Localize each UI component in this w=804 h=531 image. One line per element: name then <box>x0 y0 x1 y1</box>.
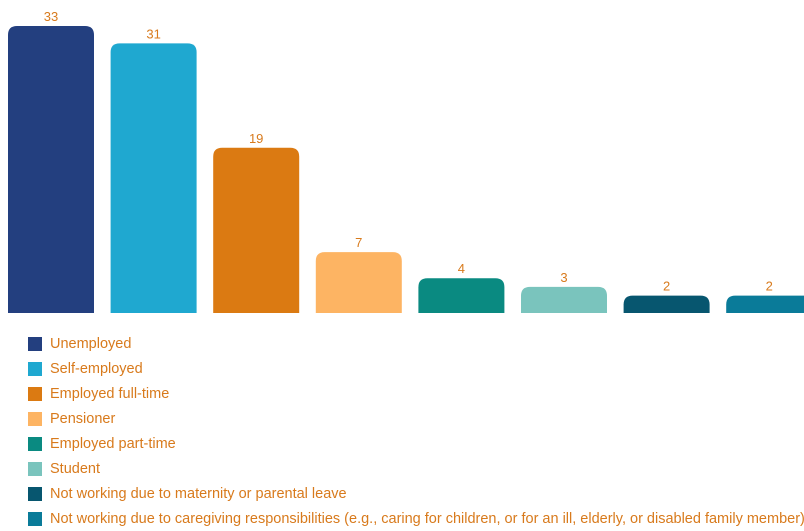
legend-swatch <box>28 511 42 526</box>
legend-swatch <box>28 486 42 501</box>
value-label-pensioner: 7 <box>355 235 362 250</box>
bar-self-employed <box>110 43 197 313</box>
value-label-student: 3 <box>560 270 567 285</box>
bar-pensioner <box>315 252 402 313</box>
legend-swatch <box>28 436 42 451</box>
bar-unemployed <box>8 26 94 313</box>
bars-layer <box>8 26 804 313</box>
value-label-unemployed: 33 <box>44 9 58 24</box>
legend-swatch <box>28 461 42 476</box>
value-labels-layer: 33 31 19 7 4 3 2 2 <box>44 9 773 294</box>
legend-label: Self-employed <box>50 360 143 377</box>
legend-label: Employed full-time <box>50 385 170 402</box>
legend: Unemployed Self-employed Employed full-tim… <box>28 331 804 531</box>
legend-label: Not working due to caregiving responsibi… <box>50 510 804 527</box>
legend-label: Not working due to maternity or parental… <box>50 485 347 502</box>
legend-label: Student <box>50 460 100 477</box>
legend-item-employed-full-time: Employed full-time <box>28 381 804 406</box>
bar-employed-part-time <box>418 278 505 313</box>
legend-label: Unemployed <box>50 335 132 352</box>
legend-swatch <box>28 411 42 426</box>
legend-label: Pensioner <box>50 410 116 427</box>
value-label-not-working-due-to-caregiving-responsibi: 2 <box>766 279 773 294</box>
value-label-not-working-due-to-maternity-or-parental: 2 <box>663 279 670 294</box>
legend-label: Employed part-time <box>50 435 176 452</box>
value-label-employed-full-time: 19 <box>249 131 263 146</box>
legend-item-self-employed: Self-employed <box>28 356 804 381</box>
legend-item-employed-part-time: Employed part-time <box>28 431 804 456</box>
legend-swatch <box>28 361 42 376</box>
legend-swatch <box>28 386 42 401</box>
bar-employed-full-time <box>213 147 300 313</box>
legend-swatch <box>28 336 42 351</box>
bar-chart: 33 31 19 7 4 3 2 2 <box>8 9 804 313</box>
legend-item-not-working-due-to-caregiving-responsibi: Not working due to caregiving responsibi… <box>28 506 804 531</box>
bar-not-working-due-to-caregiving-responsibi <box>726 295 804 313</box>
value-label-employed-part-time: 4 <box>458 261 465 276</box>
legend-item-not-working-due-to-maternity-or-parental: Not working due to maternity or parental… <box>28 481 804 506</box>
value-label-self-employed: 31 <box>146 26 160 41</box>
legend-item-student: Student <box>28 456 804 481</box>
bar-student <box>521 286 607 313</box>
bar-not-working-due-to-maternity-or-parental <box>623 295 710 313</box>
legend-item-pensioner: Pensioner <box>28 406 804 431</box>
legend-item-unemployed: Unemployed <box>28 331 804 356</box>
